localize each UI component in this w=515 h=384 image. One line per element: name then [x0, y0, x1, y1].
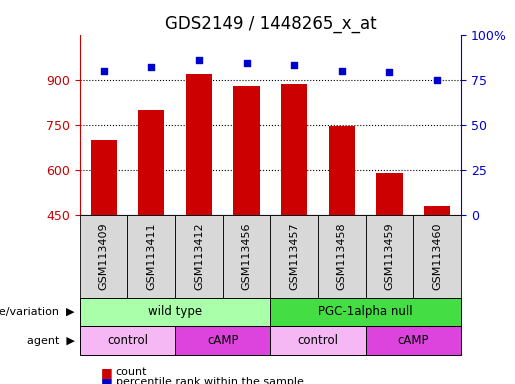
Point — [195, 57, 203, 63]
Bar — [270, 298, 461, 326]
Point — [385, 70, 393, 76]
Text: PGC-1alpha null: PGC-1alpha null — [318, 306, 413, 318]
Bar — [424, 206, 450, 215]
Bar — [128, 215, 175, 298]
Text: GSM113457: GSM113457 — [289, 222, 299, 290]
Bar — [281, 84, 307, 215]
Bar — [270, 215, 318, 298]
Text: control: control — [298, 334, 338, 347]
Text: GSM113456: GSM113456 — [242, 223, 251, 290]
Text: GSM113459: GSM113459 — [385, 222, 394, 290]
Point — [290, 62, 298, 68]
Bar — [233, 86, 260, 215]
Bar — [366, 326, 461, 355]
Text: agent  ▶: agent ▶ — [27, 336, 75, 346]
Point — [99, 68, 108, 74]
Bar — [138, 110, 164, 215]
Bar — [186, 74, 212, 215]
Bar — [318, 215, 366, 298]
Bar — [80, 215, 128, 298]
Text: ■: ■ — [100, 376, 112, 384]
Text: cAMP: cAMP — [207, 334, 238, 347]
Text: count: count — [116, 367, 147, 377]
Bar — [413, 215, 461, 298]
Text: GSM113460: GSM113460 — [432, 223, 442, 290]
Title: GDS2149 / 1448265_x_at: GDS2149 / 1448265_x_at — [165, 15, 376, 33]
Text: ■: ■ — [100, 366, 112, 379]
Bar — [270, 326, 366, 355]
Bar — [80, 298, 270, 326]
Text: percentile rank within the sample: percentile rank within the sample — [116, 377, 304, 384]
Text: cAMP: cAMP — [398, 334, 429, 347]
Bar — [175, 215, 222, 298]
Text: GSM113458: GSM113458 — [337, 222, 347, 290]
Point — [147, 64, 156, 70]
Bar — [329, 126, 355, 215]
Point — [243, 60, 251, 66]
Text: GSM113411: GSM113411 — [146, 223, 156, 290]
Bar — [376, 173, 403, 215]
Text: GSM113412: GSM113412 — [194, 222, 204, 290]
Bar — [175, 326, 270, 355]
Point — [433, 77, 441, 83]
Bar — [222, 215, 270, 298]
Text: GSM113409: GSM113409 — [99, 222, 109, 290]
Text: wild type: wild type — [148, 306, 202, 318]
Text: control: control — [107, 334, 148, 347]
Point — [338, 68, 346, 74]
Bar — [80, 326, 175, 355]
Bar — [91, 140, 117, 215]
Text: genotype/variation  ▶: genotype/variation ▶ — [0, 307, 75, 317]
Bar — [366, 215, 413, 298]
